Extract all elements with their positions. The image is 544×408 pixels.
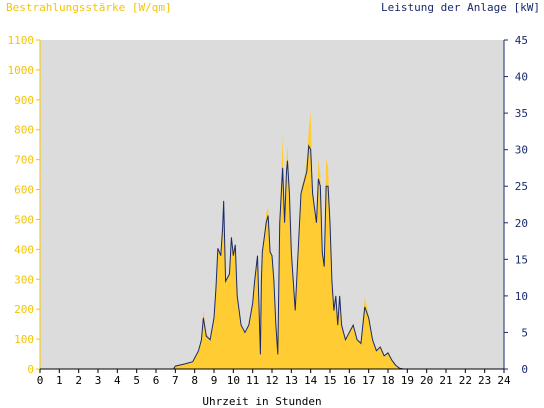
x-tick-label: 10	[227, 374, 240, 387]
left-axis-ticks: 0 100 200 300 400 500 600 700 800 900 1000 1100	[8, 34, 40, 376]
x-tick-label: 23	[478, 374, 491, 387]
left-tick-label: 300	[14, 273, 34, 286]
right-tick-label: 5	[521, 326, 528, 339]
x-tick-label: 5	[133, 374, 140, 387]
left-tick-label: 100	[14, 333, 34, 346]
left-tick-label: 1100	[8, 34, 35, 47]
left-axis-title: Bestrahlungsstärke [W/qm]	[6, 1, 172, 14]
x-tick-label: 6	[153, 374, 160, 387]
power-series	[40, 144, 504, 370]
x-tick-label: 14	[304, 374, 318, 387]
right-tick-label: 10	[515, 290, 528, 303]
irradiance-area	[40, 111, 504, 369]
x-tick-label: 19	[401, 374, 414, 387]
left-tick-label: 500	[14, 213, 34, 226]
right-tick-label: 45	[515, 34, 528, 47]
x-tick-label: 13	[285, 374, 298, 387]
x-tick-label: 16	[343, 374, 356, 387]
x-tick-label: 0	[37, 374, 44, 387]
x-tick-label: 2	[75, 374, 82, 387]
left-tick-label: 0	[27, 363, 34, 376]
left-tick-label: 200	[14, 303, 34, 316]
power-line	[40, 144, 504, 370]
right-tick-label: 0	[521, 363, 528, 376]
left-tick-label: 1000	[8, 64, 35, 77]
left-tick-label: 900	[14, 94, 34, 107]
x-axis-ticks: 0 1 2 3 4 5 6 7 8 9 10 11 12 13 14 15 16 17 18 19 20 21 22 23 24	[37, 369, 511, 387]
x-tick-label: 17	[362, 374, 375, 387]
x-tick-label: 24	[497, 374, 511, 387]
x-tick-label: 22	[459, 374, 472, 387]
x-tick-label: 4	[114, 374, 121, 387]
x-tick-label: 9	[211, 374, 218, 387]
right-tick-label: 40	[515, 71, 528, 84]
x-tick-label: 21	[439, 374, 452, 387]
right-tick-label: 30	[515, 144, 528, 157]
x-axis-title: Uhrzeit in Stunden	[202, 395, 321, 408]
x-tick-label: 1	[56, 374, 63, 387]
irradiance-series	[40, 111, 504, 369]
left-tick-label: 700	[14, 154, 34, 167]
x-tick-label: 15	[323, 374, 336, 387]
right-axis-ticks: 0 5 10 15 20 25 30 35 40 45	[504, 34, 528, 376]
x-tick-label: 20	[420, 374, 433, 387]
right-tick-label: 25	[515, 180, 528, 193]
x-tick-label: 3	[95, 374, 102, 387]
right-tick-label: 20	[515, 217, 528, 230]
left-tick-label: 600	[14, 184, 34, 197]
left-tick-label: 400	[14, 243, 34, 256]
x-tick-label: 11	[246, 374, 259, 387]
x-tick-label: 12	[265, 374, 278, 387]
right-axis-title: Leistung der Anlage [kW]	[381, 1, 540, 14]
right-tick-label: 35	[515, 107, 528, 120]
left-tick-label: 800	[14, 124, 34, 137]
right-tick-label: 15	[515, 253, 528, 266]
x-tick-label: 7	[172, 374, 179, 387]
x-tick-label: 18	[381, 374, 394, 387]
x-tick-label: 8	[191, 374, 198, 387]
